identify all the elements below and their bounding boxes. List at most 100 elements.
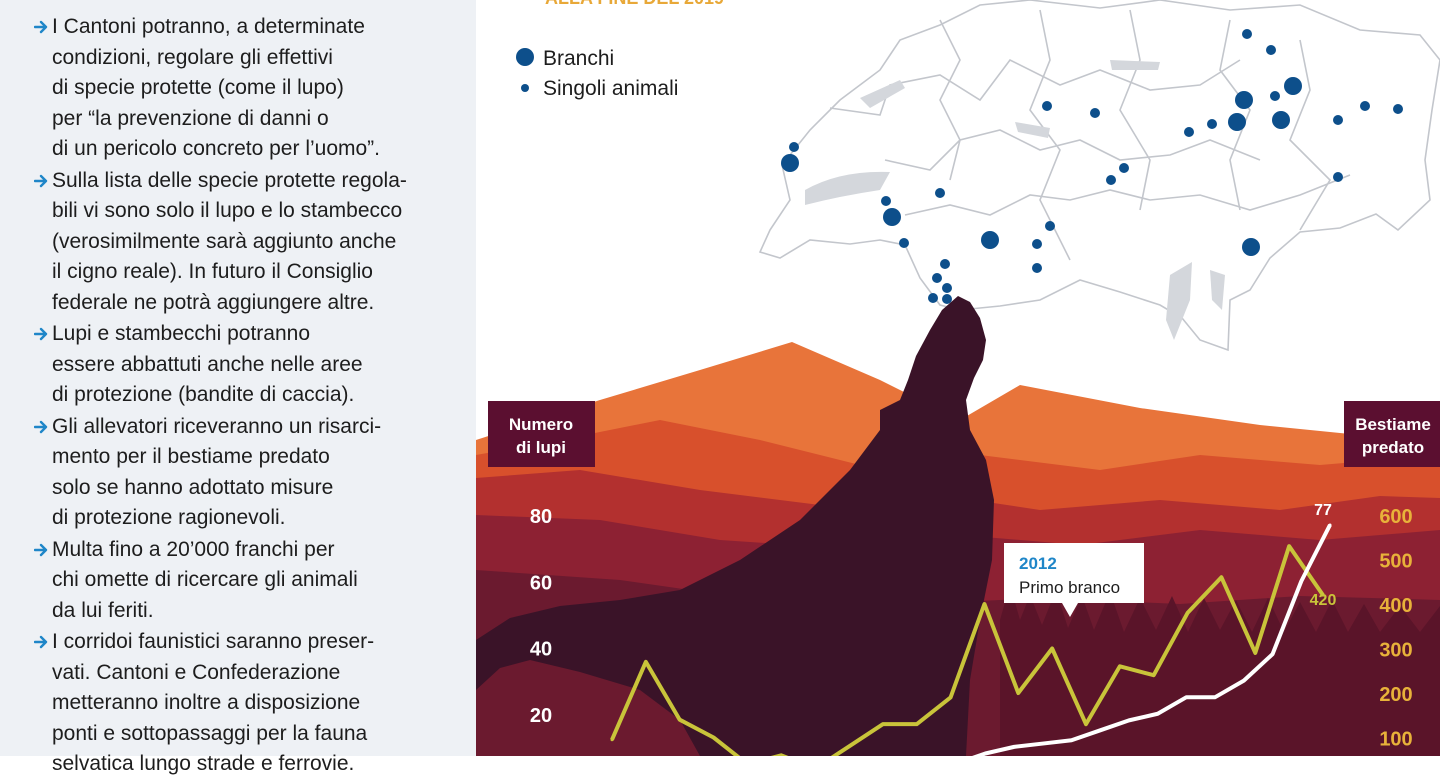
- bullet-line: federale ne potrà aggiungere altre.: [52, 290, 375, 314]
- legend-single-dot: [521, 84, 529, 92]
- bullet-line: bili vi sono solo il lupo e lo stambecco: [52, 199, 403, 222]
- arrow-right-icon: [34, 20, 48, 34]
- bullet-line: metteranno inoltre a disposizione: [52, 691, 361, 714]
- bullet-line: essere abbattuti anche nelle aree: [52, 352, 363, 376]
- annotation-box: [1004, 543, 1144, 617]
- left-tick-label: 60: [530, 572, 552, 594]
- bullet-line: di un pericolo concreto per l’uomo”.: [52, 137, 381, 160]
- single-dot: [1333, 172, 1343, 182]
- bullet-line: di specie protette (come il lupo): [52, 76, 344, 99]
- series-line-livestock: [610, 544, 1325, 771]
- single-dot: [1042, 101, 1052, 111]
- livestock-point: [610, 738, 614, 742]
- livestock-point: [982, 602, 986, 606]
- left-axis-ticks: 80 60 40 20: [530, 506, 552, 727]
- livestock-point: [678, 718, 682, 722]
- livestock-point: [1219, 575, 1223, 579]
- left-tick-label: 40: [530, 639, 552, 661]
- lakes: [805, 60, 1225, 340]
- left-axis-title-line1: Numero: [509, 415, 573, 434]
- pack-dot: [781, 154, 799, 172]
- wolves-point: [1156, 712, 1160, 716]
- wolves-point: [1299, 579, 1303, 583]
- arrow-right-icon: [34, 543, 48, 556]
- bullet-line: solo se hanno adottato misure: [52, 475, 334, 499]
- single-dot: [942, 283, 952, 293]
- bullet-line: condizioni, regolare gli effettivi: [52, 45, 333, 69]
- single-dot: [1184, 127, 1194, 137]
- pack-dot: [1272, 111, 1290, 129]
- end-label-wolves: 77: [1314, 502, 1332, 519]
- bullet-line: chi omette di ricercare gli animali: [52, 568, 358, 591]
- bullet-line: vati. Cantoni e Confederazione: [52, 660, 341, 684]
- wolves-point: [1242, 679, 1246, 683]
- livestock-point: [1118, 664, 1122, 668]
- bullet-line: I Cantoni potranno, a determinate: [52, 15, 365, 38]
- wolf-dots: [781, 29, 1403, 304]
- single-dot: [899, 238, 909, 248]
- wolves-point: [1127, 718, 1131, 722]
- single-dot: [1207, 119, 1217, 129]
- wolves-point: [1012, 745, 1016, 749]
- legend-pack-dot: [516, 48, 534, 66]
- livestock-point: [1016, 691, 1020, 695]
- single-dot: [1045, 221, 1055, 231]
- legend-packs-label: Branchi: [543, 47, 614, 70]
- bullet-line: di protezione (bandite di caccia).: [52, 383, 355, 406]
- pack-dot: [1284, 77, 1302, 95]
- single-dot: [1032, 263, 1042, 273]
- wolves-point: [1328, 523, 1332, 527]
- single-dot: [1360, 101, 1370, 111]
- bullet-line: il cigno reale). In futuro il Consiglio: [52, 260, 373, 283]
- infographic: ALLA FINE DEL 2019 Branchi Singoli anima…: [476, 0, 1440, 779]
- livestock-point: [915, 722, 919, 726]
- arrow-right-icon: [34, 635, 48, 649]
- single-dot: [881, 196, 891, 206]
- livestock-point: [1084, 722, 1088, 726]
- left-tick-label: 20: [530, 705, 552, 727]
- bullet-line: Sulla lista delle specie protette regola…: [52, 168, 407, 192]
- right-tick-label: 200: [1379, 684, 1412, 706]
- left-tick-label: 80: [530, 506, 552, 528]
- wolves-point: [1070, 738, 1074, 742]
- wolves-point: [1098, 728, 1102, 732]
- right-axis-title-line1: Bestiame: [1355, 415, 1431, 434]
- livestock-point: [1050, 647, 1054, 650]
- wolves-point: [1213, 695, 1217, 699]
- livestock-point: [881, 722, 885, 726]
- livestock-point: [1186, 611, 1190, 615]
- wolves-point: [1271, 652, 1275, 656]
- left-axis-title-line2: di lupi: [516, 438, 566, 457]
- bullet-line: ponti e sottopassaggi per la fauna: [52, 721, 368, 745]
- single-dot: [789, 142, 799, 152]
- wolves-point: [1041, 742, 1045, 746]
- pack-dot: [981, 231, 999, 249]
- pack-dot: [1235, 91, 1253, 109]
- single-dot: [928, 293, 938, 303]
- right-axis-title-line2: predato: [1362, 438, 1424, 457]
- bullet-line: Lupi e stambecchi potranno: [52, 322, 310, 345]
- single-dot: [1393, 104, 1403, 114]
- end-label-livestock: 420: [1310, 592, 1337, 609]
- single-dot: [1090, 108, 1100, 118]
- pack-dot: [883, 208, 901, 226]
- bullet-line: I corridoi faunistici saranno preser-: [52, 630, 375, 653]
- arrow-right-icon: [34, 327, 48, 341]
- single-dot: [935, 188, 945, 198]
- map-title: ALLA FINE DEL 2019: [545, 0, 724, 8]
- bullet-line: mento per il bestiame predato: [52, 445, 330, 468]
- single-dot: [932, 273, 942, 283]
- bullet-line: Multa fino a 20’000 franchi per: [52, 537, 335, 561]
- single-dot: [942, 294, 952, 304]
- livestock-point: [847, 744, 851, 748]
- right-tick-label: 300: [1379, 640, 1412, 662]
- bullet-line: selvatica lungo strade e ferrovie.: [52, 752, 355, 775]
- livestock-point: [949, 695, 953, 699]
- annotation-year: 2012: [1019, 554, 1057, 573]
- annotation-text: Primo branco: [1019, 578, 1120, 597]
- single-dot: [1119, 163, 1129, 173]
- livestock-point: [1152, 673, 1156, 677]
- bullet-panel: I Cantoni potranno, a determinate condizi…: [0, 0, 476, 775]
- bullet-line: Gli allevatori riceveranno un risarci-: [52, 414, 382, 438]
- howling-wolf-silhouette: [476, 296, 994, 756]
